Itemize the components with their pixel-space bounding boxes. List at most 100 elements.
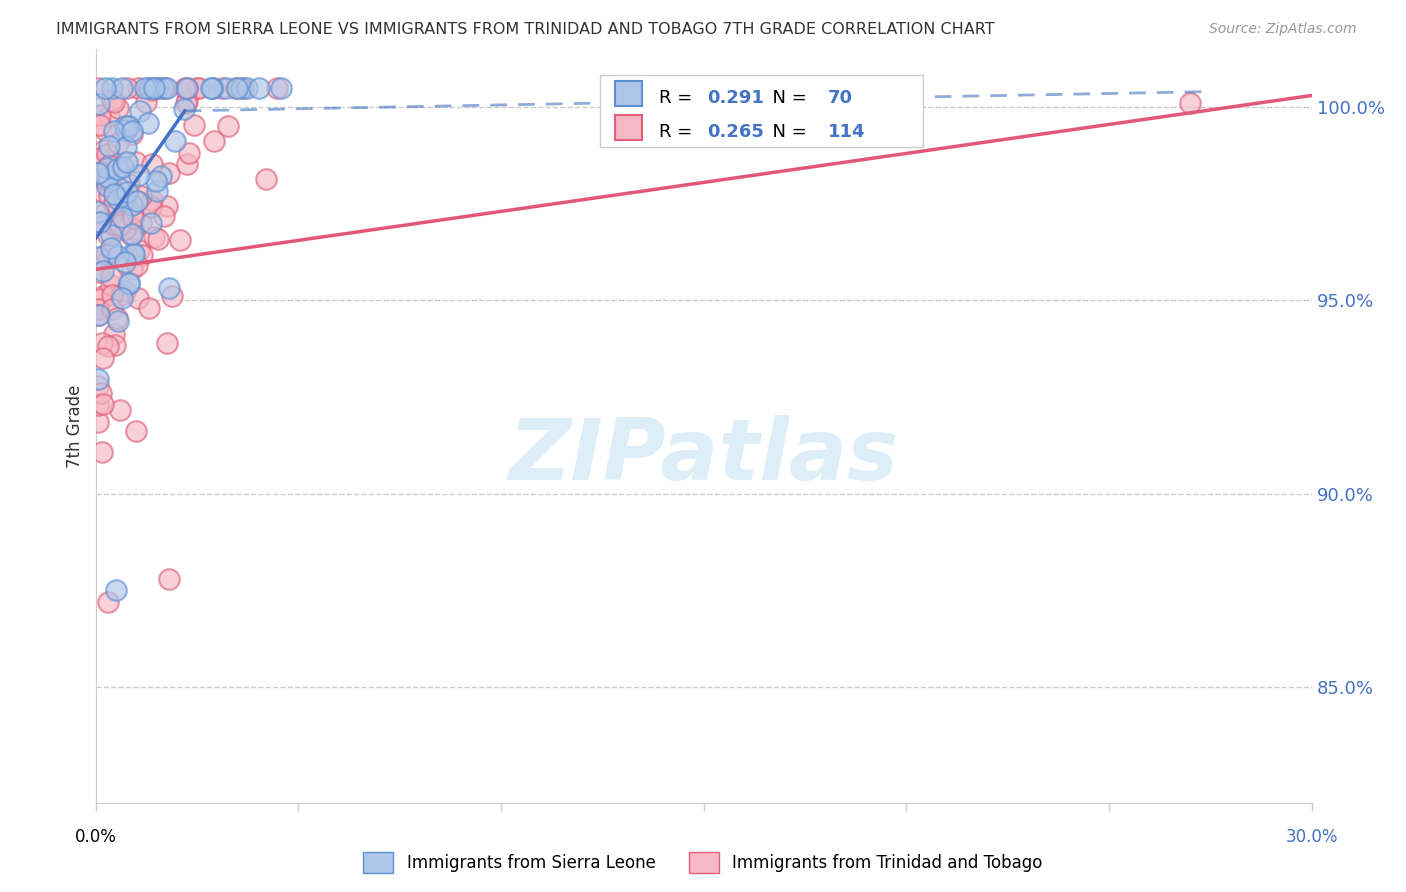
Point [125, 194, 148, 208]
Text: 114: 114 [828, 123, 865, 141]
Point [114, 139, 136, 153]
Point [100, 270, 122, 285]
Point [91, 397, 114, 411]
Point [156, 199, 179, 213]
Point [111, 160, 134, 174]
Point [112, 192, 135, 206]
Point [97, 138, 120, 153]
Text: R =: R = [658, 123, 697, 141]
Point [146, 184, 169, 198]
Point [118, 276, 141, 290]
Point [247, 80, 270, 95]
Point [121, 124, 143, 138]
Point [96, 172, 118, 186]
Bar [614, 115, 641, 140]
Point [121, 261, 143, 276]
Point [93, 207, 115, 221]
Point [114, 255, 136, 269]
Point [96, 247, 118, 261]
Point [108, 161, 131, 176]
Point [86, 301, 108, 316]
Point [177, 145, 200, 160]
Point [120, 228, 142, 243]
Point [112, 212, 135, 227]
Point [127, 258, 149, 272]
Point [138, 301, 160, 316]
Point [98, 189, 121, 203]
Text: 0.0%: 0.0% [75, 828, 117, 846]
Point [96, 146, 118, 161]
Point [115, 155, 138, 169]
Point [91, 264, 114, 278]
Point [201, 80, 224, 95]
Point [125, 194, 148, 208]
Point [97, 228, 120, 243]
Point [98, 157, 121, 171]
Text: R =: R = [658, 88, 697, 107]
Point [107, 249, 129, 263]
Point [104, 186, 127, 201]
Point [98, 173, 121, 187]
Point [145, 80, 167, 95]
Point [188, 80, 211, 95]
Point [1180, 96, 1202, 111]
Y-axis label: 7th Grade: 7th Grade [66, 384, 84, 467]
Point [86, 415, 108, 429]
Point [129, 216, 152, 230]
Point [138, 80, 160, 95]
Point [110, 288, 132, 302]
Point [103, 326, 125, 341]
Point [93, 171, 115, 186]
Point [97, 339, 120, 353]
Text: 0.291: 0.291 [707, 88, 765, 107]
Point [141, 216, 163, 230]
Point [173, 80, 195, 95]
Point [87, 265, 110, 279]
Point [156, 336, 179, 351]
Point [97, 595, 120, 609]
Point [121, 206, 143, 220]
Point [94, 123, 117, 137]
Point [103, 186, 125, 201]
Point [115, 185, 138, 199]
Point [87, 379, 110, 393]
Point [201, 80, 224, 95]
Point [150, 169, 173, 183]
Point [114, 285, 136, 299]
Point [157, 166, 180, 180]
Point [232, 80, 254, 95]
Point [136, 116, 159, 130]
Point [121, 211, 143, 226]
Point [142, 230, 165, 244]
Point [157, 572, 180, 586]
Point [127, 291, 149, 305]
Point [117, 178, 139, 192]
Point [141, 157, 163, 171]
Point [141, 193, 163, 207]
Point [176, 80, 198, 95]
Point [156, 80, 179, 95]
Point [114, 120, 136, 134]
Point [125, 155, 148, 169]
Point [163, 135, 186, 149]
Point [107, 101, 129, 115]
Point [117, 120, 139, 134]
Point [139, 197, 162, 211]
Point [86, 205, 108, 219]
Point [142, 80, 165, 95]
Point [97, 170, 120, 185]
Point [96, 172, 118, 186]
Point [96, 178, 118, 193]
Point [103, 217, 125, 231]
Point [183, 118, 205, 132]
Point [121, 197, 143, 211]
Point [89, 118, 111, 132]
Point [101, 80, 124, 95]
Point [131, 248, 153, 262]
Point [115, 123, 138, 137]
Point [87, 215, 110, 229]
Point [87, 308, 110, 322]
Point [231, 80, 253, 95]
Point [169, 234, 191, 248]
Point [202, 134, 225, 148]
